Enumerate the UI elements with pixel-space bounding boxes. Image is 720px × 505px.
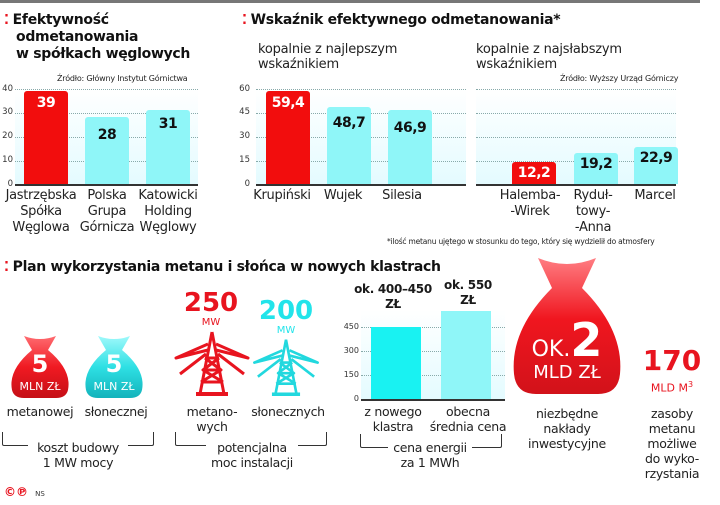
- section-marker-icon: ⁚: [4, 260, 9, 275]
- bar-pgg: 28: [85, 117, 129, 184]
- cost-caption: koszt budowy 1 MW mocy: [28, 440, 128, 470]
- money-bag-red-icon: [11, 336, 69, 398]
- worst-subtitle: kopalnie z najsłabszym wskaźnikiem: [476, 42, 622, 72]
- chart1-label-pgg: Polska Grupa Górnicza: [79, 188, 135, 235]
- money-bag-cyan-icon: [85, 336, 143, 398]
- power-solar-label: słonecznych: [251, 404, 325, 419]
- bar-krupinski: 59,4: [266, 91, 310, 184]
- bar-silesia: 46,9: [388, 110, 432, 184]
- bar-marcel: 22,9: [634, 147, 678, 184]
- price-current-label: obecna średnia cena: [429, 404, 507, 434]
- power-methane-unit: MW: [201, 317, 221, 328]
- price-current-value: ok. 550 ZŁ: [444, 278, 492, 307]
- section-marker-icon: ⁚: [4, 13, 9, 28]
- cost-solar: 5 MLN ZŁ: [93, 350, 135, 393]
- chart2: 60 45 30 15 0 59,4 48,7 46,9 12,2 19,2 2…: [239, 84, 680, 194]
- chart1-plot: 39 28 31: [15, 89, 198, 186]
- investment-label: niezbędne nakłady inwestycyjne: [528, 406, 606, 451]
- cost-solar-label: słonecznej: [84, 404, 148, 419]
- bar-jsw: 39: [24, 91, 68, 184]
- bar-halemba: 12,2: [512, 162, 556, 184]
- chart1: 40 30 20 10 0 39 28 31: [0, 84, 200, 194]
- chart2-worst-plot: 12,2 19,2 22,9: [476, 89, 678, 186]
- price-caption: cena energii za 1 MWh: [388, 440, 472, 470]
- power-caption: potencjalna moc instalacji: [206, 440, 298, 470]
- section-marker-icon: ⁚: [242, 13, 247, 28]
- cost-methane-label: metanowej: [6, 404, 74, 419]
- label-wujek: Wujek: [323, 188, 363, 203]
- chart2-best-plot: 59,4 48,7 46,9: [256, 89, 466, 186]
- bar-rydultowy: 19,2: [574, 153, 618, 184]
- chart1-title: ⁚ Efektywność odmetanowania w spółkach wę…: [4, 12, 191, 62]
- resources-unit: MLD M3: [650, 380, 694, 395]
- resources-value: 170: [642, 344, 702, 377]
- plan-title: ⁚ Plan wykorzystania metanu i słońca w no…: [4, 259, 441, 275]
- label-silesia: Silesia: [382, 188, 422, 203]
- power-pylon-cyan-icon: [253, 339, 319, 396]
- label-krupinski: Krupiński: [253, 188, 311, 203]
- bar-current-price: [441, 311, 491, 399]
- resources-label: zasoby metanu możliwe do wyko-rzystania: [644, 406, 700, 481]
- footnote: *ilość metanu ujętego w stosunku do tego…: [387, 237, 655, 246]
- top-rule: [0, 0, 700, 3]
- chart1-label-khw: Katowicki Holding Węglowy: [138, 188, 198, 235]
- money-bag-large-icon: [513, 258, 621, 394]
- price-chart: 450 300 150 0: [344, 310, 505, 403]
- footer-credit: ©℗ NS: [4, 485, 45, 499]
- power-solar-value: 200: [258, 296, 314, 326]
- bar-new-cluster: [371, 327, 421, 399]
- power-methane-label: metano-wych: [186, 404, 238, 434]
- bar-wujek: 48,7: [327, 107, 371, 184]
- label-rydultowy: Ryduł-towy- -Anna: [573, 188, 613, 235]
- chart2-source: Źródło: Wyższy Urząd Górniczy: [560, 74, 679, 83]
- label-marcel: Marcel: [634, 188, 676, 203]
- price-new-value: ok. 400–450 ZŁ: [354, 282, 432, 311]
- price-new-label: z nowego klastra: [364, 404, 422, 434]
- investment-value: OK.2 MLD ZŁ: [531, 313, 603, 383]
- copyright-icon: ©℗: [4, 485, 28, 499]
- power-methane-value: 250: [183, 288, 239, 318]
- cost-methane: 5 MLN ZŁ: [19, 350, 61, 393]
- power-solar-unit: MW: [276, 325, 296, 336]
- best-subtitle: kopalnie z najlepszym wskaźnikiem: [258, 42, 398, 72]
- power-pylon-red-icon: [174, 331, 250, 396]
- chart1-source: Źródło: Główny Instytut Górnictwa: [57, 74, 188, 83]
- chart2-title: ⁚ Wskaźnik efektywnego odmetanowania*: [242, 12, 561, 28]
- chart1-label-jsw: Jastrzębska Spółka Węglowa: [5, 188, 77, 235]
- bar-khw: 31: [146, 110, 190, 184]
- label-halemba: Halemba- -Wirek: [499, 188, 561, 219]
